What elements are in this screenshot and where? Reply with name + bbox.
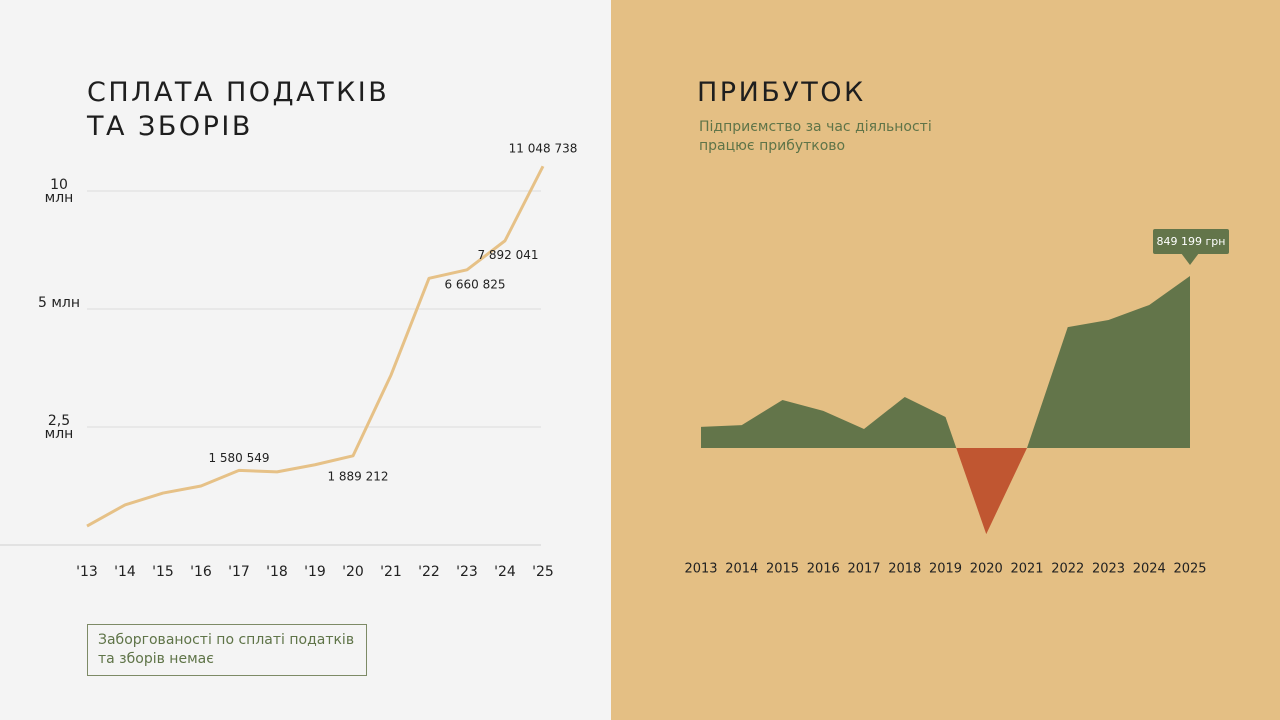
value-label: 7 892 041 — [477, 248, 538, 262]
value-label: 1 889 212 — [327, 469, 388, 483]
x-tick-label: 2023 — [1092, 562, 1125, 577]
value-label: 6 660 825 — [444, 277, 505, 291]
x-tick-label: 2025 — [1173, 562, 1206, 577]
x-tick-label: 2022 — [1051, 562, 1084, 577]
x-tick-label: 2019 — [929, 562, 962, 577]
x-tick-label: '23 — [456, 564, 478, 580]
x-tick-label: 2018 — [888, 562, 921, 577]
x-tick-label: 2024 — [1133, 562, 1166, 577]
x-tick-label: '25 — [532, 564, 554, 580]
x-tick-label: '13 — [76, 564, 98, 580]
line — [86, 165, 545, 528]
x-tick-label: '16 — [190, 564, 212, 580]
x-tick-label: '15 — [152, 564, 174, 580]
chart-title: ПРИБУТОК — [697, 77, 866, 108]
y-tick-label: 10 млн — [44, 177, 74, 206]
x-tick-label: '22 — [418, 564, 440, 580]
callout-pointer — [1181, 253, 1199, 265]
x-tick-label: '17 — [228, 564, 250, 580]
x-tick-label: 2021 — [1010, 562, 1043, 577]
note: Заборгованості по сплаті податків та збо… — [87, 624, 367, 676]
x-tick-label: 2014 — [725, 562, 758, 577]
value-label: 849 199 грн — [1157, 235, 1226, 248]
x-tick-label: '24 — [494, 564, 516, 580]
x-tick-label: '19 — [304, 564, 326, 580]
y-tick-label: 5 млн — [37, 295, 81, 311]
value-label: 11 048 738 — [509, 142, 578, 156]
left-panel — [0, 0, 611, 720]
x-tick-label: '21 — [380, 564, 402, 580]
area-positive — [701, 276, 1190, 448]
callout-box — [1153, 229, 1229, 254]
x-tick-label: 2015 — [766, 562, 799, 577]
x-tick-label: '18 — [266, 564, 288, 580]
x-tick-label: 2013 — [684, 562, 717, 577]
x-tick-label: 2020 — [970, 562, 1003, 577]
y-tick-label: 2,5 млн — [44, 413, 74, 442]
x-tick-label: '14 — [114, 564, 136, 580]
subtitle: Підприємство за час діяльності працює пр… — [699, 119, 932, 154]
chart-title: СПЛАТА ПОДАТКІВ ТА ЗБОРІВ — [87, 77, 390, 142]
value-label: 1 580 549 — [208, 451, 269, 465]
x-tick-label: 2017 — [847, 562, 880, 577]
x-tick-label: 2016 — [807, 562, 840, 577]
x-tick-label: '20 — [342, 564, 364, 580]
